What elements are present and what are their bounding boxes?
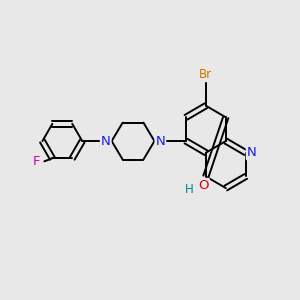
- Text: O: O: [198, 179, 209, 192]
- Text: N: N: [155, 135, 165, 148]
- Text: N: N: [247, 146, 256, 159]
- Text: N: N: [101, 135, 111, 148]
- Text: Br: Br: [199, 68, 212, 81]
- Text: F: F: [33, 155, 41, 168]
- Text: H: H: [185, 183, 194, 196]
